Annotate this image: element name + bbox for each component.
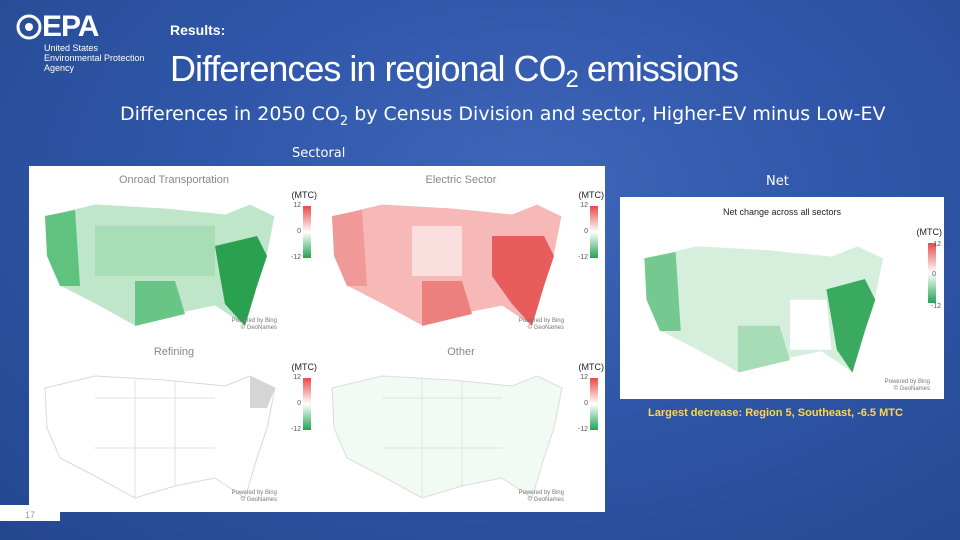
scale-tick-mid: 0 xyxy=(584,400,588,407)
color-scale-bar xyxy=(590,378,598,430)
panel-refining: Refining (MTC) 12 0 -12 Powered by Bing … xyxy=(31,340,317,510)
sectoral-maps-grid: Onroad Transportation (MTC) 12 0 -12 Pow… xyxy=(29,166,605,512)
panel-title: Onroad Transportation xyxy=(118,174,230,186)
net-caption: Net change across all sectors xyxy=(722,207,842,217)
map-credit: Powered by Bing © GeoNames xyxy=(231,318,277,331)
us-map-other xyxy=(331,375,563,499)
panel-net-change: Net change across all sectors (MTC) 12 0… xyxy=(620,197,944,399)
us-map-refining xyxy=(44,375,276,499)
page-subtitle: Differences in 2050 CO2 by Census Divisi… xyxy=(120,103,885,129)
panel-other: Other (MTC) 12 0 -12 Powered by Bing © G… xyxy=(318,340,604,510)
panel-title: Refining xyxy=(153,346,195,358)
panel-unit: (MTC) xyxy=(291,190,318,200)
epa-logo: EPA United States Environmental Protecti… xyxy=(16,10,156,74)
scale-tick-mid: 0 xyxy=(932,271,936,278)
us-map-electric xyxy=(331,203,563,327)
color-scale-bar xyxy=(590,206,598,258)
scale-tick-mid: 0 xyxy=(297,400,301,407)
section-kicker: Results: xyxy=(170,22,226,38)
panel-electric-sector: Electric Sector (MTC) 12 0 -12 Powered b… xyxy=(318,168,604,338)
scale-tick-top: 12 xyxy=(580,374,588,381)
scale-tick-bottom: -12 xyxy=(577,254,588,261)
scale-tick-top: 12 xyxy=(293,202,301,209)
map-credit: Powered by Bing © GeoNames xyxy=(518,318,564,331)
epa-flower-icon xyxy=(16,14,42,40)
map-credit: Powered by Bing © GeoNames xyxy=(884,379,930,392)
scale-tick-bottom: -12 xyxy=(290,254,301,261)
scale-tick-top: 12 xyxy=(933,241,941,248)
color-scale-bar xyxy=(303,206,311,258)
page-number: 17 xyxy=(0,505,60,521)
color-scale-bar xyxy=(303,378,311,430)
logo-agency-name: United States Environmental Protection A… xyxy=(44,43,145,73)
us-map-net xyxy=(643,245,885,374)
net-label: Net xyxy=(766,174,789,189)
panel-title: Other xyxy=(447,346,475,358)
map-credit: Powered by Bing © GeoNames xyxy=(518,490,564,503)
us-map-onroad xyxy=(44,203,276,327)
color-scale-bar xyxy=(928,243,936,303)
scale-tick-bottom: -12 xyxy=(577,426,588,433)
page-title: Differences in regional CO2 emissions xyxy=(170,48,739,94)
subtitle-subscript: 2 xyxy=(339,114,349,129)
title-text: Differences in regional CO xyxy=(170,48,567,89)
subtitle-text: Differences in 2050 CO xyxy=(120,103,340,125)
subtitle-text-end: by Census Division and sector, Higher-EV… xyxy=(348,103,886,125)
scale-tick-bottom: -12 xyxy=(290,426,301,433)
panel-title: Electric Sector xyxy=(425,174,497,186)
panel-unit: (MTC) xyxy=(291,362,318,372)
title-subscript: 2 xyxy=(565,66,579,93)
panel-unit: (MTC) xyxy=(578,190,605,200)
largest-decrease-callout: Largest decrease: Region 5, Southeast, -… xyxy=(648,407,903,419)
title-text-end: emissions xyxy=(577,48,739,89)
scale-tick-top: 12 xyxy=(580,202,588,209)
scale-tick-top: 12 xyxy=(293,374,301,381)
scale-tick-bottom: -12 xyxy=(930,303,941,310)
net-unit: (MTC) xyxy=(916,227,943,237)
scale-tick-mid: 0 xyxy=(297,228,301,235)
map-credit: Powered by Bing © GeoNames xyxy=(231,490,277,503)
scale-tick-mid: 0 xyxy=(584,228,588,235)
logo-wordmark: EPA xyxy=(42,10,99,43)
panel-unit: (MTC) xyxy=(578,362,605,372)
sectoral-label: Sectoral xyxy=(292,146,346,161)
panel-onroad-transportation: Onroad Transportation (MTC) 12 0 -12 Pow… xyxy=(31,168,317,338)
